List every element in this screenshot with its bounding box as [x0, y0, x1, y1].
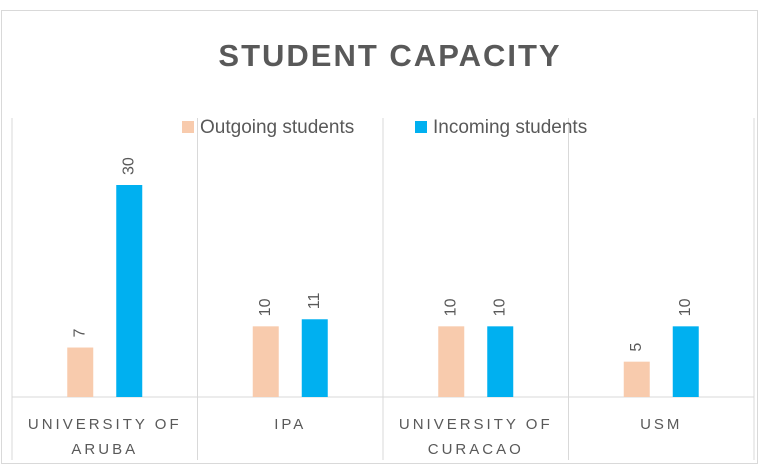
value-label: 7 [71, 329, 88, 338]
bar [672, 326, 699, 397]
bar [116, 185, 143, 397]
x-tick-label: IPA [274, 416, 307, 433]
bar [487, 326, 514, 397]
legend-label: Outgoing students [200, 117, 354, 138]
bar [438, 326, 465, 397]
value-label: 30 [120, 157, 137, 175]
x-tick-label: USM [640, 416, 683, 433]
value-label: 11 [306, 293, 323, 310]
chart-border [1, 10, 758, 464]
bar [67, 347, 94, 397]
value-label: 10 [257, 298, 274, 316]
value-label: 10 [442, 298, 459, 316]
legend-swatch [415, 121, 427, 133]
bar [623, 361, 650, 397]
legend-swatch [182, 121, 194, 133]
x-tick-label: UNIVERSITY OF CURACAO [398, 416, 553, 458]
chart-title: STUDENT CAPACITY [218, 38, 561, 73]
x-tick-label: UNIVERSITY OF ARUBA [27, 416, 182, 458]
bar [301, 319, 328, 397]
value-label: 10 [491, 298, 508, 316]
legend-label: Incoming students [433, 117, 587, 138]
value-label: 10 [677, 298, 694, 316]
value-label: 5 [628, 343, 645, 352]
bar [252, 326, 279, 397]
